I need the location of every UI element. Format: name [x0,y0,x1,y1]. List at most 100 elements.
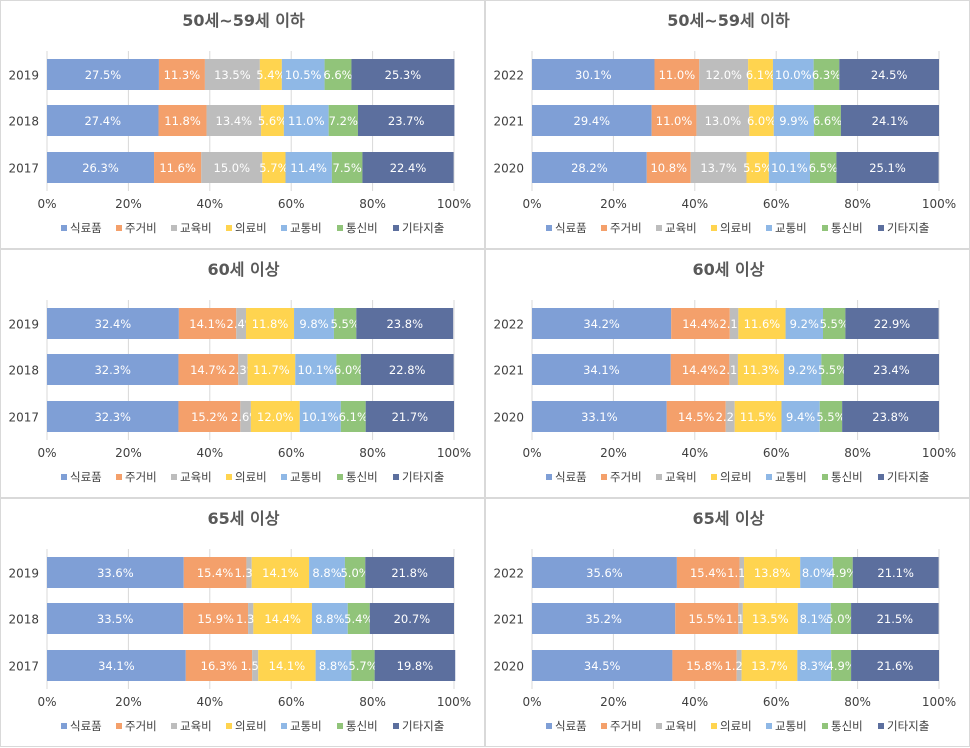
bar-segment [365,557,454,588]
data-label: 11.6% [159,161,196,175]
bar-segment [357,105,455,136]
data-label: 25.3% [385,68,422,82]
bar-segment [47,354,179,385]
data-label: 11.0% [656,114,693,128]
data-label: 34.2% [583,317,620,331]
data-label: 13.7% [751,659,788,673]
bar-segment [670,354,730,385]
data-label: 15.4% [197,566,234,580]
bar-segment [365,401,454,432]
legend-label: 식료품 [555,470,587,484]
category-label: 2022 [493,567,524,581]
bar-segment [842,401,939,432]
x-tick-label: 80% [844,446,871,460]
legend-label: 의료비 [235,221,267,235]
bar-segment [736,650,742,681]
category-label: 2018 [8,613,39,627]
bar-segment [746,152,769,183]
bar-segment [360,354,454,385]
bar-segment [333,308,357,339]
legend-label: 교육비 [180,470,212,484]
bar-segment [236,308,247,339]
data-label: 35.6% [586,566,623,580]
legend-swatch [337,474,343,480]
chart-svg: 50세~59세 이하 2019 27.5% 11.3% 13.5% 5.4% 10.5% 6.… [8,11,471,235]
x-tick-label: 60% [278,695,305,709]
bar-segment [734,401,782,432]
bar-segment [729,354,738,385]
x-tick-label: 20% [600,197,627,211]
bar-segment [836,152,939,183]
bar-segment [532,603,676,634]
data-label: 21.5% [877,612,914,626]
data-label: 5.4% [256,68,285,82]
data-label: 10.8% [650,161,687,175]
legend-label: 교육비 [180,221,212,235]
legend-label: 식료품 [555,221,587,235]
bar-segment [351,650,375,681]
data-label: 26.3% [82,161,119,175]
bar-segment [47,59,159,90]
bar-segment [532,557,677,588]
data-label: 5.0% [340,566,369,580]
data-label: 12.0% [257,410,294,424]
chart-title: 65세 이상 [208,509,280,528]
category-label: 2018 [8,364,39,378]
bar-segment [800,557,833,588]
legend-swatch [601,723,607,729]
data-label: 15.9% [197,612,234,626]
bar-segment [742,603,798,634]
data-label: 13.5% [752,612,789,626]
legend-swatch [281,474,287,480]
bar-segment [646,152,691,183]
data-label: 9.2% [790,317,819,331]
data-label: 8.8% [319,659,348,673]
bar-segment [178,308,237,339]
bar-segment [294,308,334,339]
legend-swatch [656,225,662,231]
bar-segment [819,401,843,432]
data-label: 14.1% [262,566,299,580]
data-label: 11.5% [740,410,777,424]
bar-segment [246,308,295,339]
data-label: 6.1% [339,410,368,424]
legend-label: 통신비 [831,470,863,484]
data-label: 33.6% [97,566,134,580]
x-tick-label: 100% [922,197,956,211]
x-tick-label: 80% [359,695,386,709]
bar-segment [797,603,831,634]
data-label: 15.0% [214,161,251,175]
bar-segment [651,105,697,136]
bar-segment [259,59,282,90]
x-tick-label: 60% [278,446,305,460]
bar-segment [814,105,841,136]
x-tick-label: 40% [196,197,223,211]
data-label: 11.8% [252,317,289,331]
bar-segment [532,401,667,432]
bar-segment [675,603,739,634]
data-label: 14.5% [678,410,715,424]
bar-segment [336,354,361,385]
data-label: 27.4% [84,114,121,128]
data-label: 32.3% [94,410,131,424]
x-tick-label: 20% [115,695,142,709]
data-label: 6.0% [747,114,776,128]
data-label: 15.8% [686,659,723,673]
bar-segment [311,603,348,634]
data-label: 19.8% [397,659,434,673]
data-label: 32.4% [95,317,132,331]
data-label: 9.8% [299,317,328,331]
bar-segment [238,354,248,385]
legend-label: 식료품 [70,221,102,235]
data-label: 35.2% [585,612,622,626]
bar-segment [178,401,241,432]
legend-swatch [171,225,177,231]
bar-segment [768,152,810,183]
bar-segment [328,105,358,136]
bar-segment [183,603,249,634]
bar-segment [324,59,352,90]
bar-segment [374,650,456,681]
x-tick-label: 0% [37,446,56,460]
